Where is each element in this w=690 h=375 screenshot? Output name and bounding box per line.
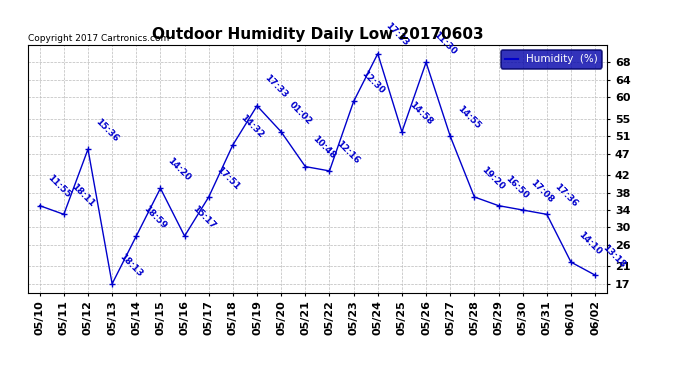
Text: 16:50: 16:50 [504, 174, 531, 200]
Text: 17:33: 17:33 [384, 21, 410, 48]
Text: 11:55: 11:55 [46, 174, 72, 200]
Text: 13:18: 13:18 [601, 243, 627, 270]
Text: 17:51: 17:51 [215, 165, 241, 191]
Text: 12:16: 12:16 [335, 139, 362, 165]
Text: 14:55: 14:55 [456, 104, 482, 130]
Text: 17:36: 17:36 [553, 182, 579, 209]
Text: 17:08: 17:08 [529, 178, 555, 204]
Text: 01:02: 01:02 [287, 100, 313, 126]
Text: 14:10: 14:10 [577, 230, 603, 256]
Text: 14:32: 14:32 [239, 112, 265, 140]
Text: 10:48: 10:48 [311, 134, 337, 161]
Text: Copyright 2017 Cartronics.com: Copyright 2017 Cartronics.com [28, 33, 169, 42]
Text: 15:36: 15:36 [94, 117, 120, 144]
Text: 11:30: 11:30 [432, 30, 458, 57]
Text: 12:30: 12:30 [359, 69, 386, 96]
Text: 19:20: 19:20 [480, 165, 506, 191]
Text: 18:11: 18:11 [70, 182, 96, 209]
Text: 14:58: 14:58 [408, 100, 434, 126]
Text: 18:13: 18:13 [118, 252, 144, 278]
Legend: Humidity  (%): Humidity (%) [501, 50, 602, 69]
Text: 14:20: 14:20 [166, 156, 193, 183]
Title: Outdoor Humidity Daily Low 20170603: Outdoor Humidity Daily Low 20170603 [152, 27, 483, 42]
Text: 17:33: 17:33 [263, 74, 289, 100]
Text: 18:59: 18:59 [142, 204, 168, 231]
Text: 15:17: 15:17 [190, 204, 217, 231]
